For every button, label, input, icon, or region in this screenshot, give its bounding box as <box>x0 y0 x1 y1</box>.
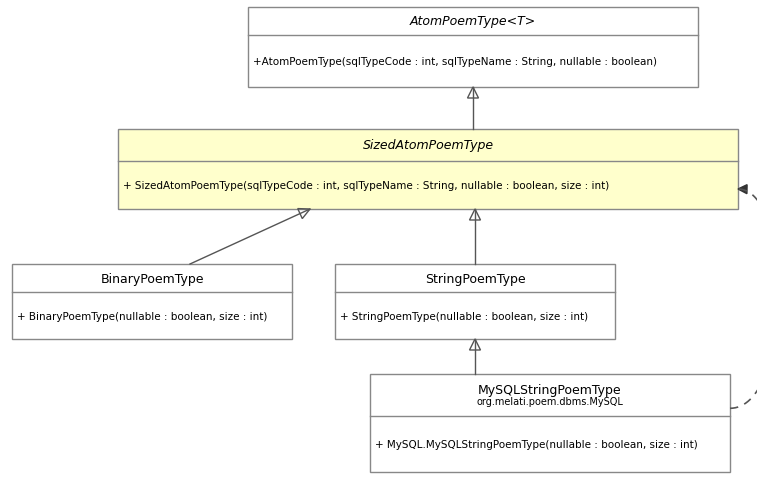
Text: + SizedAtomPoemType(sqlTypeCode : int, sqlTypeName : String, nullable : boolean,: + SizedAtomPoemType(sqlTypeCode : int, s… <box>123 181 609 191</box>
Bar <box>370 374 730 472</box>
Polygon shape <box>738 185 747 194</box>
Text: +AtomPoemType(sqlTypeCode : int, sqlTypeName : String, nullable : boolean): +AtomPoemType(sqlTypeCode : int, sqlType… <box>253 57 657 67</box>
Bar <box>248 8 698 88</box>
Bar <box>335 264 615 339</box>
Bar <box>12 264 292 339</box>
Text: + BinaryPoemType(nullable : boolean, size : int): + BinaryPoemType(nullable : boolean, siz… <box>17 311 267 321</box>
Text: MySQLStringPoemType: MySQLStringPoemType <box>478 384 621 397</box>
Text: + StringPoemType(nullable : boolean, size : int): + StringPoemType(nullable : boolean, siz… <box>340 311 588 321</box>
Text: org.melati.poem.dbms.MySQL: org.melati.poem.dbms.MySQL <box>477 396 624 407</box>
Text: StringPoemType: StringPoemType <box>425 272 525 285</box>
Text: BinaryPoemType: BinaryPoemType <box>100 272 204 285</box>
Bar <box>118 130 738 210</box>
Text: AtomPoemType<T>: AtomPoemType<T> <box>410 15 536 29</box>
Text: + MySQL.MySQLStringPoemType(nullable : boolean, size : int): + MySQL.MySQLStringPoemType(nullable : b… <box>375 439 698 449</box>
Text: SizedAtomPoemType: SizedAtomPoemType <box>363 139 494 152</box>
